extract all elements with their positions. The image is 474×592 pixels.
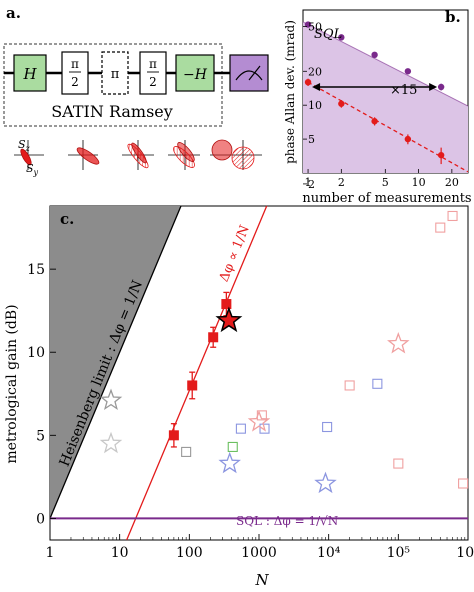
xtick-label: 100 — [176, 545, 203, 561]
spin-state-sketches — [14, 139, 262, 170]
sql-point — [338, 34, 345, 41]
sql-point — [404, 68, 412, 75]
measurement-meter-icon — [229, 54, 269, 92]
sql-shaded-region — [303, 21, 468, 173]
ytick-label: 2 — [308, 178, 315, 191]
literature-star-point — [218, 451, 241, 474]
svg-text:2: 2 — [149, 75, 157, 89]
literature-square-point — [259, 423, 270, 434]
squeezed-point — [437, 151, 445, 159]
literature-square-point — [372, 378, 383, 389]
ytick-label: 15 — [27, 262, 45, 278]
literature-square-point — [227, 441, 238, 452]
squeezed-point — [338, 100, 345, 107]
panel-b-xlabel: number of measurements — [302, 191, 471, 206]
gate-pi-half-2: π 2 — [139, 51, 167, 95]
state-sketch-1 — [14, 140, 44, 170]
panel-a: a. H π 2 π π 2 −H — [3, 4, 269, 177]
xtick-label: 20 — [445, 176, 459, 189]
panel-b-ylabel: phase Allan dev. (mrad) — [283, 20, 297, 164]
state-sketch-3 — [122, 140, 154, 170]
literature-star-point — [247, 410, 271, 432]
red-fit-line — [307, 81, 469, 173]
panel-a-label: a. — [6, 4, 21, 22]
sql-line — [302, 21, 469, 107]
gate-h-label: H — [22, 65, 37, 83]
sql-point — [371, 51, 378, 59]
literature-star-point — [314, 471, 337, 494]
panel-c-ticks: 1 10 100 1000 10⁴ 10⁵ 10⁶ 0 5 10 15 — [27, 262, 474, 561]
panel-c-label: c. — [60, 210, 74, 228]
ytick-label: 0 — [36, 511, 45, 527]
svg-text:π: π — [71, 57, 79, 71]
gain-arrow — [312, 83, 438, 92]
heisenberg-limit-line — [49, 205, 182, 519]
literature-star-point — [99, 431, 123, 454]
panel-b-label: b. — [445, 8, 461, 26]
highlight-star-point — [215, 306, 243, 333]
svg-text:π: π — [149, 57, 157, 71]
sql-label-c: SQL : Δφ = 1/√N — [236, 514, 338, 528]
xtick-label: 10⁶ — [456, 545, 474, 561]
ytick-label: 20 — [308, 65, 322, 78]
one-over-n-line — [126, 205, 268, 541]
gate-minus-h-label: −H — [183, 67, 208, 83]
state-sketch-2 — [68, 140, 100, 170]
xtick-label: 10⁵ — [387, 545, 411, 561]
xtick-label: 10 — [412, 176, 426, 189]
literature-square-point — [435, 222, 446, 233]
ytick-label: 10 — [27, 345, 45, 361]
ytick-label: 10 — [308, 99, 322, 112]
literature-square-point — [458, 478, 469, 489]
xtick-label: 10 — [111, 545, 129, 561]
svg-text:2: 2 — [71, 75, 79, 89]
gate-pi-half-1: π 2 — [61, 51, 89, 95]
literature-square-point — [235, 423, 246, 434]
literature-square-point — [447, 210, 458, 222]
panel-b-points — [304, 21, 445, 165]
sql-label-b: SQL — [314, 27, 342, 42]
xtick-label: 1000 — [241, 545, 277, 561]
literature-square-point — [322, 421, 333, 433]
ytick-label: 50 — [308, 20, 322, 33]
axis-sy-label: Sy — [26, 162, 39, 177]
ytick-label: 5 — [36, 428, 45, 444]
literature-square-point — [393, 458, 404, 469]
gate-pi-label: π — [111, 67, 120, 82]
this-work-point — [187, 380, 198, 391]
sql-point — [437, 83, 445, 91]
xtick-label: 1 — [305, 176, 312, 189]
gain-label: ×15 — [390, 83, 417, 98]
panel-c: 110100100010⁴10⁵10⁶051015 c. Heisenberg … — [4, 205, 474, 589]
literature-star-point — [99, 388, 123, 411]
literature-star-point — [387, 332, 410, 354]
this-work-point — [168, 430, 179, 441]
xtick-label: 2 — [338, 176, 345, 189]
this-work-point — [208, 332, 219, 343]
state-sketch-5 — [210, 139, 262, 170]
panel-c-ylabel: metrological gain (dB) — [4, 304, 20, 463]
panel-c-points — [99, 210, 469, 494]
squeezed-point — [371, 118, 378, 125]
this-work-point — [221, 299, 232, 310]
axis-sz-label: Sz — [18, 138, 31, 153]
state-sketch-4 — [168, 140, 200, 170]
literature-square-point — [344, 380, 355, 391]
satin-caption: SATIN Ramsey — [51, 102, 173, 121]
gate-minus-h: −H — [175, 54, 215, 92]
gate-pi: π — [101, 51, 129, 95]
literature-square-point — [181, 446, 192, 457]
xtick-label: 10⁴ — [317, 545, 341, 561]
xtick-label: 5 — [382, 176, 389, 189]
ytick-label: 5 — [308, 133, 315, 146]
gate-h: H — [13, 54, 47, 92]
squeezed-point — [304, 78, 312, 86]
squeezed-point — [404, 135, 412, 143]
xtick-label: 1 — [46, 545, 55, 561]
panel-c-xlabel: N — [254, 571, 269, 589]
